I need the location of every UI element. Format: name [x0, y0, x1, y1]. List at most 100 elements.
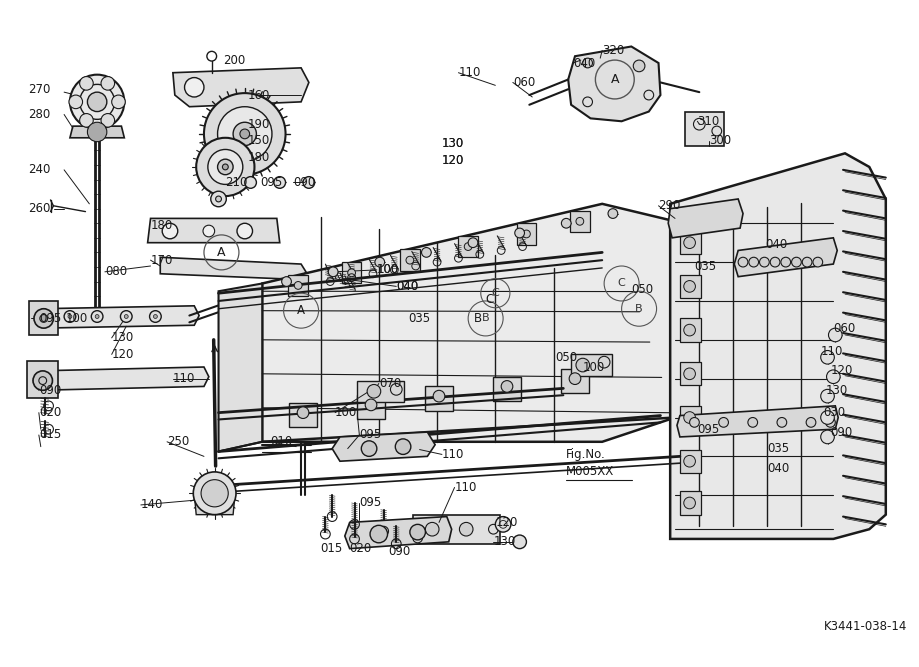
- Circle shape: [759, 257, 769, 267]
- Circle shape: [513, 535, 527, 549]
- Text: M005XX: M005XX: [566, 466, 615, 478]
- Bar: [680, 275, 701, 298]
- Circle shape: [684, 412, 696, 424]
- Circle shape: [218, 159, 233, 175]
- Text: 100: 100: [377, 263, 399, 276]
- Circle shape: [719, 418, 729, 428]
- Text: 040: 040: [396, 280, 418, 293]
- Bar: [413, 515, 500, 544]
- Polygon shape: [37, 305, 199, 328]
- Bar: [289, 403, 317, 428]
- Circle shape: [87, 92, 107, 111]
- Circle shape: [64, 311, 75, 322]
- Polygon shape: [70, 126, 124, 138]
- Circle shape: [633, 60, 645, 72]
- Text: 130: 130: [494, 536, 516, 548]
- Circle shape: [821, 430, 834, 444]
- Text: 040: 040: [766, 238, 788, 251]
- Text: 020: 020: [39, 406, 61, 419]
- Text: 130: 130: [112, 331, 134, 344]
- Bar: [562, 369, 588, 394]
- Circle shape: [101, 113, 115, 127]
- Circle shape: [237, 223, 253, 239]
- Circle shape: [375, 257, 385, 267]
- Text: 130: 130: [825, 384, 848, 397]
- Polygon shape: [194, 494, 235, 515]
- Circle shape: [69, 95, 83, 109]
- Text: C: C: [492, 288, 499, 298]
- Text: 090: 090: [39, 384, 61, 397]
- Circle shape: [210, 191, 226, 207]
- Circle shape: [193, 472, 236, 515]
- Circle shape: [91, 311, 103, 322]
- Text: 100: 100: [335, 406, 357, 419]
- Circle shape: [70, 75, 124, 129]
- Circle shape: [813, 257, 823, 267]
- Circle shape: [464, 243, 472, 250]
- Circle shape: [185, 77, 204, 97]
- Text: 170: 170: [151, 253, 173, 267]
- Circle shape: [328, 267, 338, 277]
- Text: C: C: [618, 279, 626, 289]
- Circle shape: [791, 257, 801, 267]
- Circle shape: [153, 315, 157, 318]
- Text: Fig.No.: Fig.No.: [566, 448, 606, 461]
- Circle shape: [806, 418, 816, 428]
- Text: 310: 310: [698, 115, 720, 128]
- Circle shape: [422, 247, 431, 257]
- Circle shape: [684, 237, 696, 249]
- Circle shape: [150, 311, 161, 322]
- Circle shape: [395, 439, 411, 454]
- Text: 180: 180: [248, 151, 270, 163]
- Polygon shape: [33, 367, 209, 390]
- Polygon shape: [568, 47, 661, 121]
- Circle shape: [501, 381, 513, 392]
- Text: 015: 015: [321, 542, 343, 555]
- Text: 120: 120: [442, 153, 464, 167]
- Circle shape: [347, 269, 356, 277]
- Bar: [570, 211, 590, 232]
- Circle shape: [523, 230, 530, 238]
- Circle shape: [203, 225, 215, 237]
- Text: 095: 095: [359, 496, 381, 510]
- Text: 200: 200: [223, 53, 245, 67]
- Circle shape: [101, 77, 115, 90]
- Text: 095: 095: [39, 312, 61, 325]
- Circle shape: [240, 129, 250, 139]
- Text: 095: 095: [260, 176, 282, 189]
- Circle shape: [684, 368, 696, 380]
- Polygon shape: [173, 68, 309, 107]
- Polygon shape: [670, 153, 886, 539]
- Polygon shape: [262, 204, 675, 442]
- Text: 035: 035: [408, 312, 430, 325]
- Circle shape: [802, 257, 812, 267]
- Circle shape: [120, 311, 132, 322]
- Text: 150: 150: [248, 134, 270, 147]
- Circle shape: [829, 328, 842, 342]
- Text: 050: 050: [556, 351, 578, 364]
- Text: 320: 320: [602, 44, 624, 57]
- Circle shape: [684, 456, 696, 467]
- Polygon shape: [677, 406, 838, 437]
- Text: 160: 160: [248, 89, 270, 101]
- Circle shape: [80, 77, 93, 90]
- Text: 100: 100: [66, 312, 88, 325]
- Text: A: A: [610, 73, 619, 86]
- Polygon shape: [332, 432, 435, 461]
- Circle shape: [608, 209, 618, 218]
- Bar: [28, 362, 58, 398]
- Text: 300: 300: [709, 134, 732, 147]
- Circle shape: [825, 418, 835, 428]
- Text: 060: 060: [513, 76, 535, 89]
- Text: 290: 290: [659, 199, 681, 212]
- Text: 100: 100: [377, 263, 399, 276]
- Text: 250: 250: [167, 436, 189, 448]
- Circle shape: [40, 315, 48, 322]
- Circle shape: [569, 373, 581, 384]
- Polygon shape: [345, 516, 451, 549]
- Text: 050: 050: [631, 283, 653, 295]
- Circle shape: [124, 315, 129, 318]
- Text: 040: 040: [396, 280, 418, 293]
- Circle shape: [34, 309, 53, 328]
- Text: 120: 120: [495, 516, 517, 529]
